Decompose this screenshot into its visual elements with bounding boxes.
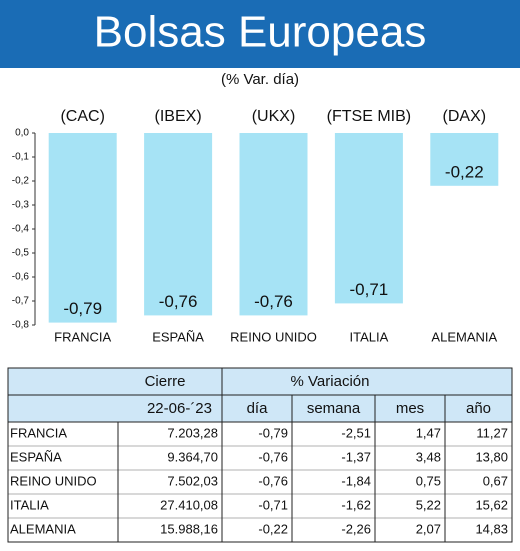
table-subheader: año bbox=[466, 400, 491, 417]
index-label: (FTSE MIB) bbox=[327, 108, 411, 125]
table-cell: 11,27 bbox=[476, 425, 508, 440]
value-label: -0,22 bbox=[445, 162, 484, 181]
index-label: (CAC) bbox=[60, 108, 104, 125]
table-cell: 27.410,08 bbox=[160, 497, 218, 512]
table-cell: 7.502,03 bbox=[167, 473, 218, 488]
y-tick-label: -0,5 bbox=[12, 248, 30, 259]
value-label: -0,76 bbox=[159, 292, 198, 311]
y-tick-label: -0,6 bbox=[12, 272, 30, 283]
index-label: (IBEX) bbox=[155, 108, 202, 125]
bar bbox=[239, 133, 308, 316]
chart-title: Bolsas Europeas bbox=[94, 8, 427, 57]
table-cell: 7.203,28 bbox=[167, 425, 218, 440]
bar bbox=[334, 133, 403, 304]
table-cell: ALEMANIA bbox=[10, 521, 76, 536]
table-cell: 0,67 bbox=[483, 473, 508, 488]
y-tick-label: -0,4 bbox=[12, 224, 30, 235]
title-band bbox=[0, 0, 520, 68]
table-header: Cierre bbox=[145, 373, 186, 390]
table-subheader: mes bbox=[396, 400, 424, 417]
table-cell: 9.364,70 bbox=[167, 449, 218, 464]
chart-subtitle: (% Var. día) bbox=[221, 71, 299, 88]
table-cell: 3,48 bbox=[416, 449, 441, 464]
value-label: -0,76 bbox=[254, 292, 293, 311]
y-tick-label: -0,1 bbox=[12, 152, 30, 163]
table-cell: 1,47 bbox=[416, 425, 441, 440]
x-tick-label: FRANCIA bbox=[54, 329, 111, 344]
table-cell: 14,83 bbox=[475, 521, 508, 536]
table-subheader: semana bbox=[307, 400, 361, 417]
table-cell: REINO UNIDO bbox=[10, 473, 97, 488]
table-cell: 5,22 bbox=[416, 497, 441, 512]
table-subheader: día bbox=[247, 400, 269, 417]
x-tick-label: ALEMANIA bbox=[431, 329, 497, 344]
index-label: (DAX) bbox=[443, 108, 487, 125]
table-cell: FRANCIA bbox=[10, 425, 67, 440]
table-cell: 2,07 bbox=[416, 521, 441, 536]
table-cell: 13,80 bbox=[475, 449, 508, 464]
x-tick-label: REINO UNIDO bbox=[230, 329, 317, 344]
index-label: (UKX) bbox=[252, 108, 296, 125]
table-cell: -0,22 bbox=[258, 521, 288, 536]
table-cell: -0,79 bbox=[258, 425, 288, 440]
x-tick-label: ESPAÑA bbox=[152, 329, 204, 344]
y-tick-label: -0,2 bbox=[12, 176, 30, 187]
table-header: % Variación bbox=[291, 373, 370, 390]
table-cell: -2,51 bbox=[341, 425, 371, 440]
table-cell: -1,37 bbox=[341, 449, 371, 464]
table-cell: 0,75 bbox=[416, 473, 441, 488]
table-cell: -2,26 bbox=[341, 521, 371, 536]
table-cell: 15.988,16 bbox=[160, 521, 218, 536]
table-cell: -0,76 bbox=[258, 449, 288, 464]
y-tick-label: -0,3 bbox=[12, 200, 30, 211]
y-tick-label: -0,8 bbox=[12, 320, 30, 331]
x-tick-label: ITALIA bbox=[350, 329, 389, 344]
table-border bbox=[7, 367, 513, 543]
table-cell: -1,62 bbox=[341, 497, 371, 512]
table-cell: -0,76 bbox=[258, 473, 288, 488]
table-cell: -0,71 bbox=[258, 497, 288, 512]
bar bbox=[430, 133, 499, 186]
table-subheader: 22-06-´23 bbox=[147, 400, 212, 417]
table-cell: ITALIA bbox=[10, 497, 49, 512]
y-tick-label: -0,7 bbox=[12, 296, 30, 307]
value-label: -0,79 bbox=[63, 299, 102, 318]
table-cell: 15,62 bbox=[475, 497, 508, 512]
bar bbox=[144, 133, 213, 316]
y-tick-label: 0,0 bbox=[15, 128, 29, 139]
bar bbox=[48, 133, 117, 323]
value-label: -0,71 bbox=[350, 280, 389, 299]
table-cell: -1,84 bbox=[341, 473, 371, 488]
table-cell: ESPAÑA bbox=[10, 449, 62, 464]
